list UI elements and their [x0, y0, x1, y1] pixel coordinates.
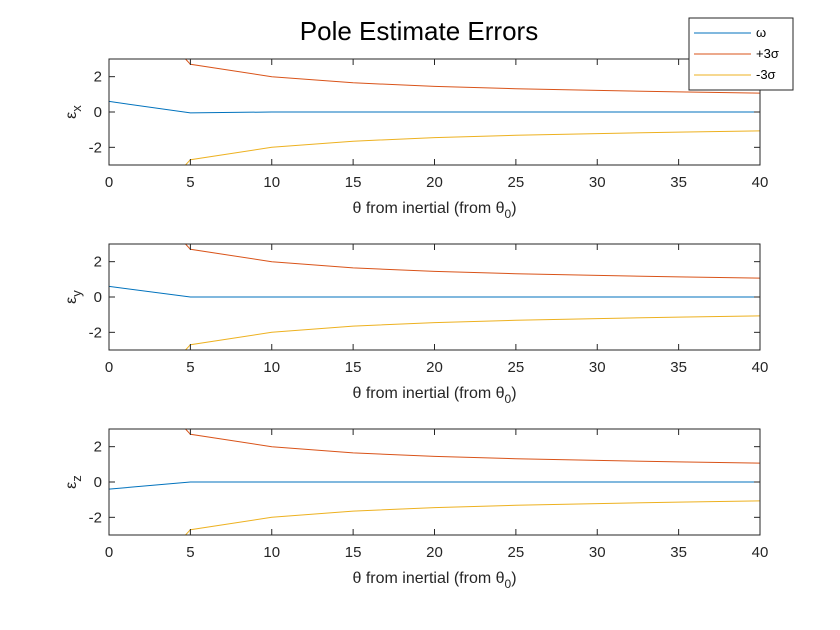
x-tick-label: 10 [263, 544, 280, 561]
series-line-minus3sigma [185, 500, 760, 535]
y-tick-label: -2 [89, 324, 102, 341]
x-tick-label: 20 [426, 544, 443, 561]
x-tick-label: 35 [670, 544, 687, 561]
x-tick-label: 20 [426, 174, 443, 191]
x-tick-label: 30 [589, 544, 606, 561]
series-line-omega [109, 285, 760, 298]
y-axis-label: εx [63, 105, 84, 119]
y-tick-label: 0 [94, 104, 102, 121]
y-tick-label: -2 [89, 139, 102, 156]
x-tick-label: 25 [508, 174, 525, 191]
y-tick-label: 0 [94, 474, 102, 491]
x-tick-label: 0 [105, 544, 113, 561]
series-line-omega [109, 481, 760, 490]
y-tick-label: 2 [94, 439, 102, 456]
y-tick-label: -2 [89, 509, 102, 526]
x-tick-label: 35 [670, 174, 687, 191]
x-tick-label: 40 [752, 359, 769, 376]
x-axis-label: θ from inertial (from θ0) [352, 385, 516, 406]
x-tick-label: 0 [105, 359, 113, 376]
subplot-3: 0 5 10 15 20 25 30 35 40 -2 0 2 θ from inertial (fro… [63, 428, 769, 591]
chart-title: Pole Estimate Errors [300, 16, 538, 46]
x-tick-label: 5 [186, 544, 194, 561]
x-axis-label: θ from inertial (from θ0) [352, 200, 516, 221]
x-tick-label: 5 [186, 359, 194, 376]
x-tick-label: 40 [752, 544, 769, 561]
x-tick-label: 0 [105, 174, 113, 191]
series-line-plus3sigma [185, 429, 760, 464]
x-tick-label: 15 [345, 174, 362, 191]
subplot-1: 0 5 10 15 20 25 30 35 40 -2 0 2 θ from inertial (fro… [63, 58, 769, 221]
x-tick-label: 25 [508, 359, 525, 376]
x-tick-label: 20 [426, 359, 443, 376]
x-tick-label: 30 [589, 174, 606, 191]
legend-label-plus3sigma: +3σ [756, 46, 779, 61]
series-line-omega [109, 100, 760, 114]
series-line-minus3sigma [185, 315, 760, 350]
x-tick-label: 10 [263, 359, 280, 376]
x-tick-label: 5 [186, 174, 194, 191]
y-tick-label: 0 [94, 289, 102, 306]
legend-label-minus3sigma: -3σ [756, 67, 776, 82]
x-tick-label: 25 [508, 544, 525, 561]
y-axis-label: εy [63, 290, 84, 304]
legend: ω +3σ -3σ [688, 17, 794, 91]
series-line-plus3sigma [185, 244, 760, 279]
x-tick-label: 15 [345, 359, 362, 376]
subplot-2: 0 5 10 15 20 25 30 35 40 -2 0 2 θ from inertial (fro… [63, 243, 769, 406]
x-tick-label: 30 [589, 359, 606, 376]
series-line-plus3sigma [185, 59, 760, 94]
legend-label-omega: ω [756, 25, 766, 40]
y-tick-label: 2 [94, 254, 102, 271]
x-tick-label: 10 [263, 174, 280, 191]
series-line-minus3sigma [185, 130, 760, 165]
x-tick-label: 15 [345, 544, 362, 561]
x-tick-label: 40 [752, 174, 769, 191]
x-axis-label: θ from inertial (from θ0) [352, 570, 516, 591]
y-axis-label: εz [63, 475, 84, 489]
x-tick-label: 35 [670, 359, 687, 376]
y-tick-label: 2 [94, 69, 102, 86]
